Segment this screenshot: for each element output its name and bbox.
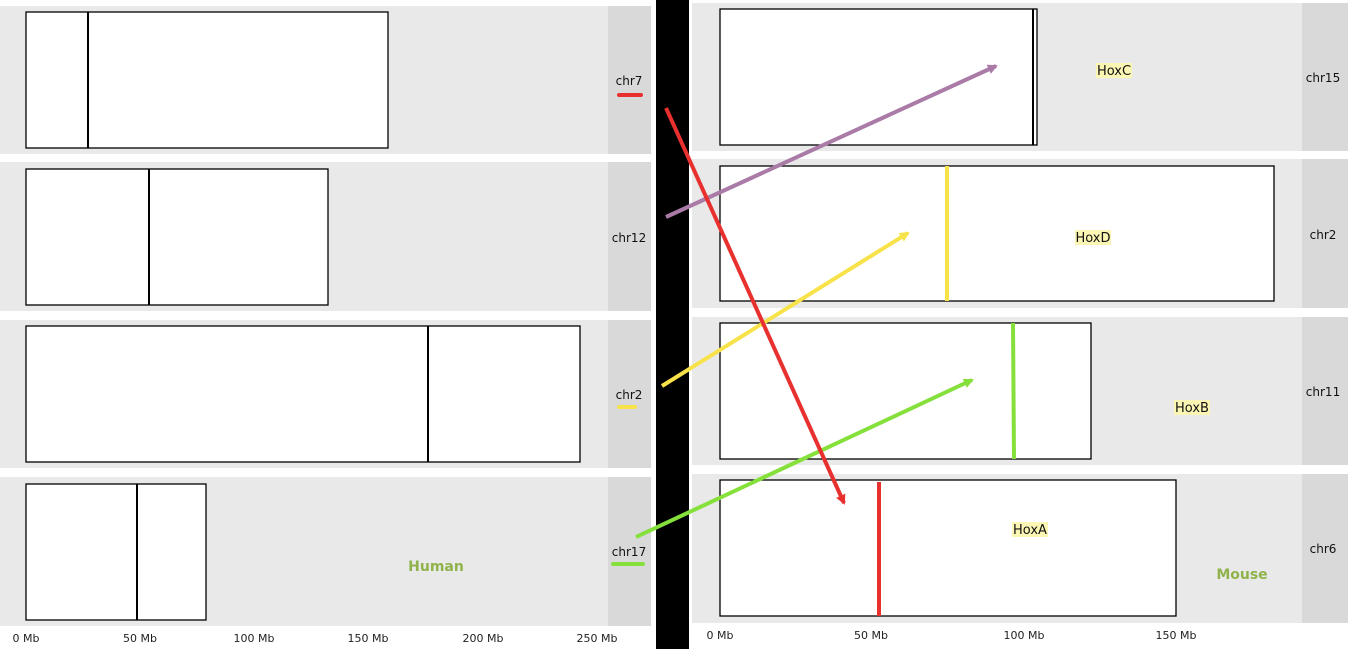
link-arrow-purple bbox=[665, 64, 998, 219]
human-chromosome-chr7 bbox=[25, 11, 389, 149]
mouse-chr-label-chr2: chr2 bbox=[1310, 228, 1337, 242]
human-label-col-chr7 bbox=[608, 6, 651, 154]
mouse-chromosome-chr2 bbox=[719, 165, 1275, 302]
mouse-label-col-chr2 bbox=[1302, 159, 1348, 308]
mouse-chromosome-chr15 bbox=[719, 8, 1038, 146]
mouse-axis-tick-100: 100 Mb bbox=[1004, 629, 1045, 642]
hoxd-label-bg bbox=[1075, 230, 1111, 245]
hoxd-label: HoxD bbox=[1075, 231, 1110, 246]
hoxb-label: HoxB bbox=[1175, 401, 1209, 416]
hoxc-label: HoxC bbox=[1097, 64, 1131, 79]
mouse-chromosome-chr6 bbox=[719, 479, 1177, 617]
mouse-chr-label-chr15: chr15 bbox=[1306, 71, 1340, 85]
human-chr-label-chr17: chr17 bbox=[612, 545, 646, 559]
synteny-links bbox=[635, 64, 998, 539]
hoxa-label: HoxA bbox=[1013, 523, 1047, 538]
human-axis-tick-200: 200 Mb bbox=[463, 632, 504, 645]
link-arrow-green bbox=[635, 378, 974, 539]
mouse-axis-tick-50: 50 Mb bbox=[854, 629, 888, 642]
link-arrow-yellow bbox=[660, 231, 910, 388]
human-label-col-chr17 bbox=[608, 477, 651, 626]
human-label-col-chr2 bbox=[608, 320, 651, 468]
link-arrow-red bbox=[664, 107, 846, 505]
hoxb-label-bg bbox=[1174, 400, 1210, 415]
human-axis-tick-0: 0 Mb bbox=[13, 632, 40, 645]
human-species-label: Human bbox=[408, 559, 464, 575]
human-chr-label-chr2: chr2 bbox=[616, 388, 643, 402]
mouse-label-col-chr6 bbox=[1302, 474, 1348, 623]
hoxa-label-bg bbox=[1012, 522, 1048, 537]
human-axis-tick-150: 150 Mb bbox=[348, 632, 389, 645]
mouse-chr-label-chr11: chr11 bbox=[1306, 385, 1340, 399]
human-chromosome-chr12 bbox=[25, 168, 329, 306]
human-panel: chr7 chr12 chr2 chr17 Human 0 Mb 50 Mb 1… bbox=[0, 6, 651, 645]
human-chr-label-chr12: chr12 bbox=[612, 231, 646, 245]
human-label-col-chr12 bbox=[608, 162, 651, 311]
panel-divider bbox=[656, 0, 689, 649]
mouse-species-label: Mouse bbox=[1216, 567, 1267, 583]
human-chromosome-chr2 bbox=[25, 325, 581, 463]
mouse-chr-label-chr6: chr6 bbox=[1310, 542, 1337, 556]
human-axis-tick-50: 50 Mb bbox=[123, 632, 157, 645]
mouse-chromosome-chr11 bbox=[719, 322, 1092, 460]
mouse-label-col-chr15 bbox=[1302, 3, 1348, 151]
mouse-label-col-chr11 bbox=[1302, 317, 1348, 465]
hoxb-marker bbox=[1011, 322, 1016, 460]
mouse-axis-tick-150: 150 Mb bbox=[1156, 629, 1197, 642]
human-chr-label-chr7: chr7 bbox=[616, 74, 643, 88]
hoxc-label-bg bbox=[1096, 63, 1132, 78]
panel-divider-gap bbox=[651, 0, 656, 649]
human-axis-tick-100: 100 Mb bbox=[234, 632, 275, 645]
mouse-panel: HoxC HoxD HoxB HoxA chr15 chr2 chr11 chr… bbox=[692, 3, 1348, 642]
human-chromosome-chr17 bbox=[25, 483, 207, 621]
mouse-axis-tick-0: 0 Mb bbox=[707, 629, 734, 642]
human-axis-tick-250: 250 Mb bbox=[577, 632, 618, 645]
